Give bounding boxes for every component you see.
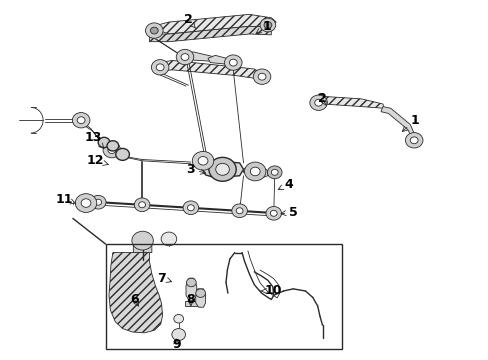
Polygon shape	[203, 161, 243, 178]
Polygon shape	[316, 96, 383, 108]
Polygon shape	[380, 107, 415, 143]
Circle shape	[116, 148, 129, 160]
Polygon shape	[267, 168, 279, 176]
Polygon shape	[109, 253, 162, 333]
Polygon shape	[133, 237, 152, 253]
Circle shape	[236, 208, 243, 214]
Circle shape	[156, 64, 163, 71]
Circle shape	[271, 169, 278, 175]
Circle shape	[253, 69, 270, 84]
Circle shape	[95, 199, 102, 205]
Polygon shape	[185, 278, 196, 300]
Circle shape	[224, 55, 242, 70]
Circle shape	[98, 137, 110, 148]
Polygon shape	[243, 165, 267, 178]
Circle shape	[107, 141, 119, 151]
Circle shape	[176, 49, 193, 65]
Text: 3: 3	[186, 163, 205, 176]
Circle shape	[405, 132, 422, 148]
Polygon shape	[157, 60, 264, 79]
Circle shape	[244, 162, 265, 181]
Circle shape	[314, 99, 322, 106]
Circle shape	[192, 152, 213, 170]
Circle shape	[187, 205, 194, 211]
Text: 11: 11	[55, 193, 76, 206]
Circle shape	[215, 163, 229, 175]
Circle shape	[81, 199, 91, 207]
Circle shape	[132, 231, 153, 250]
Circle shape	[72, 113, 90, 128]
Polygon shape	[310, 95, 322, 102]
Polygon shape	[149, 26, 271, 42]
Circle shape	[134, 198, 150, 212]
Text: 7: 7	[157, 272, 171, 285]
Text: 4: 4	[278, 178, 292, 191]
Circle shape	[108, 147, 116, 153]
Text: 6: 6	[130, 293, 139, 306]
Circle shape	[171, 329, 185, 341]
Circle shape	[264, 22, 271, 28]
Circle shape	[90, 195, 106, 209]
Circle shape	[195, 289, 205, 297]
Circle shape	[231, 204, 247, 217]
Circle shape	[265, 207, 281, 220]
Circle shape	[139, 202, 145, 208]
Circle shape	[260, 18, 275, 32]
Circle shape	[77, 117, 85, 123]
Text: 13: 13	[84, 131, 104, 148]
Text: 10: 10	[260, 284, 282, 297]
Text: 8: 8	[186, 293, 195, 306]
Polygon shape	[184, 301, 197, 306]
Bar	[105, 244, 341, 348]
Polygon shape	[207, 55, 234, 65]
Text: 1: 1	[402, 114, 419, 131]
Circle shape	[267, 166, 282, 179]
Circle shape	[198, 157, 207, 165]
Circle shape	[270, 210, 277, 216]
Circle shape	[183, 201, 198, 215]
Circle shape	[309, 95, 327, 111]
Circle shape	[409, 137, 417, 144]
Circle shape	[258, 73, 265, 80]
Circle shape	[186, 278, 196, 287]
Circle shape	[181, 54, 188, 60]
Circle shape	[229, 59, 237, 66]
Circle shape	[161, 232, 176, 246]
Polygon shape	[183, 52, 215, 61]
Text: 2: 2	[318, 93, 326, 105]
Circle shape	[103, 143, 121, 158]
Circle shape	[173, 315, 183, 323]
Polygon shape	[149, 14, 276, 34]
Circle shape	[145, 23, 163, 38]
Circle shape	[208, 157, 236, 181]
Circle shape	[151, 60, 168, 75]
Text: 2: 2	[183, 13, 195, 28]
Text: 12: 12	[87, 154, 108, 167]
Polygon shape	[195, 289, 205, 307]
Text: 5: 5	[280, 206, 297, 219]
Circle shape	[150, 27, 158, 34]
Circle shape	[250, 167, 260, 176]
Text: 9: 9	[172, 338, 180, 351]
Circle shape	[75, 194, 97, 212]
Text: 1: 1	[256, 20, 270, 33]
